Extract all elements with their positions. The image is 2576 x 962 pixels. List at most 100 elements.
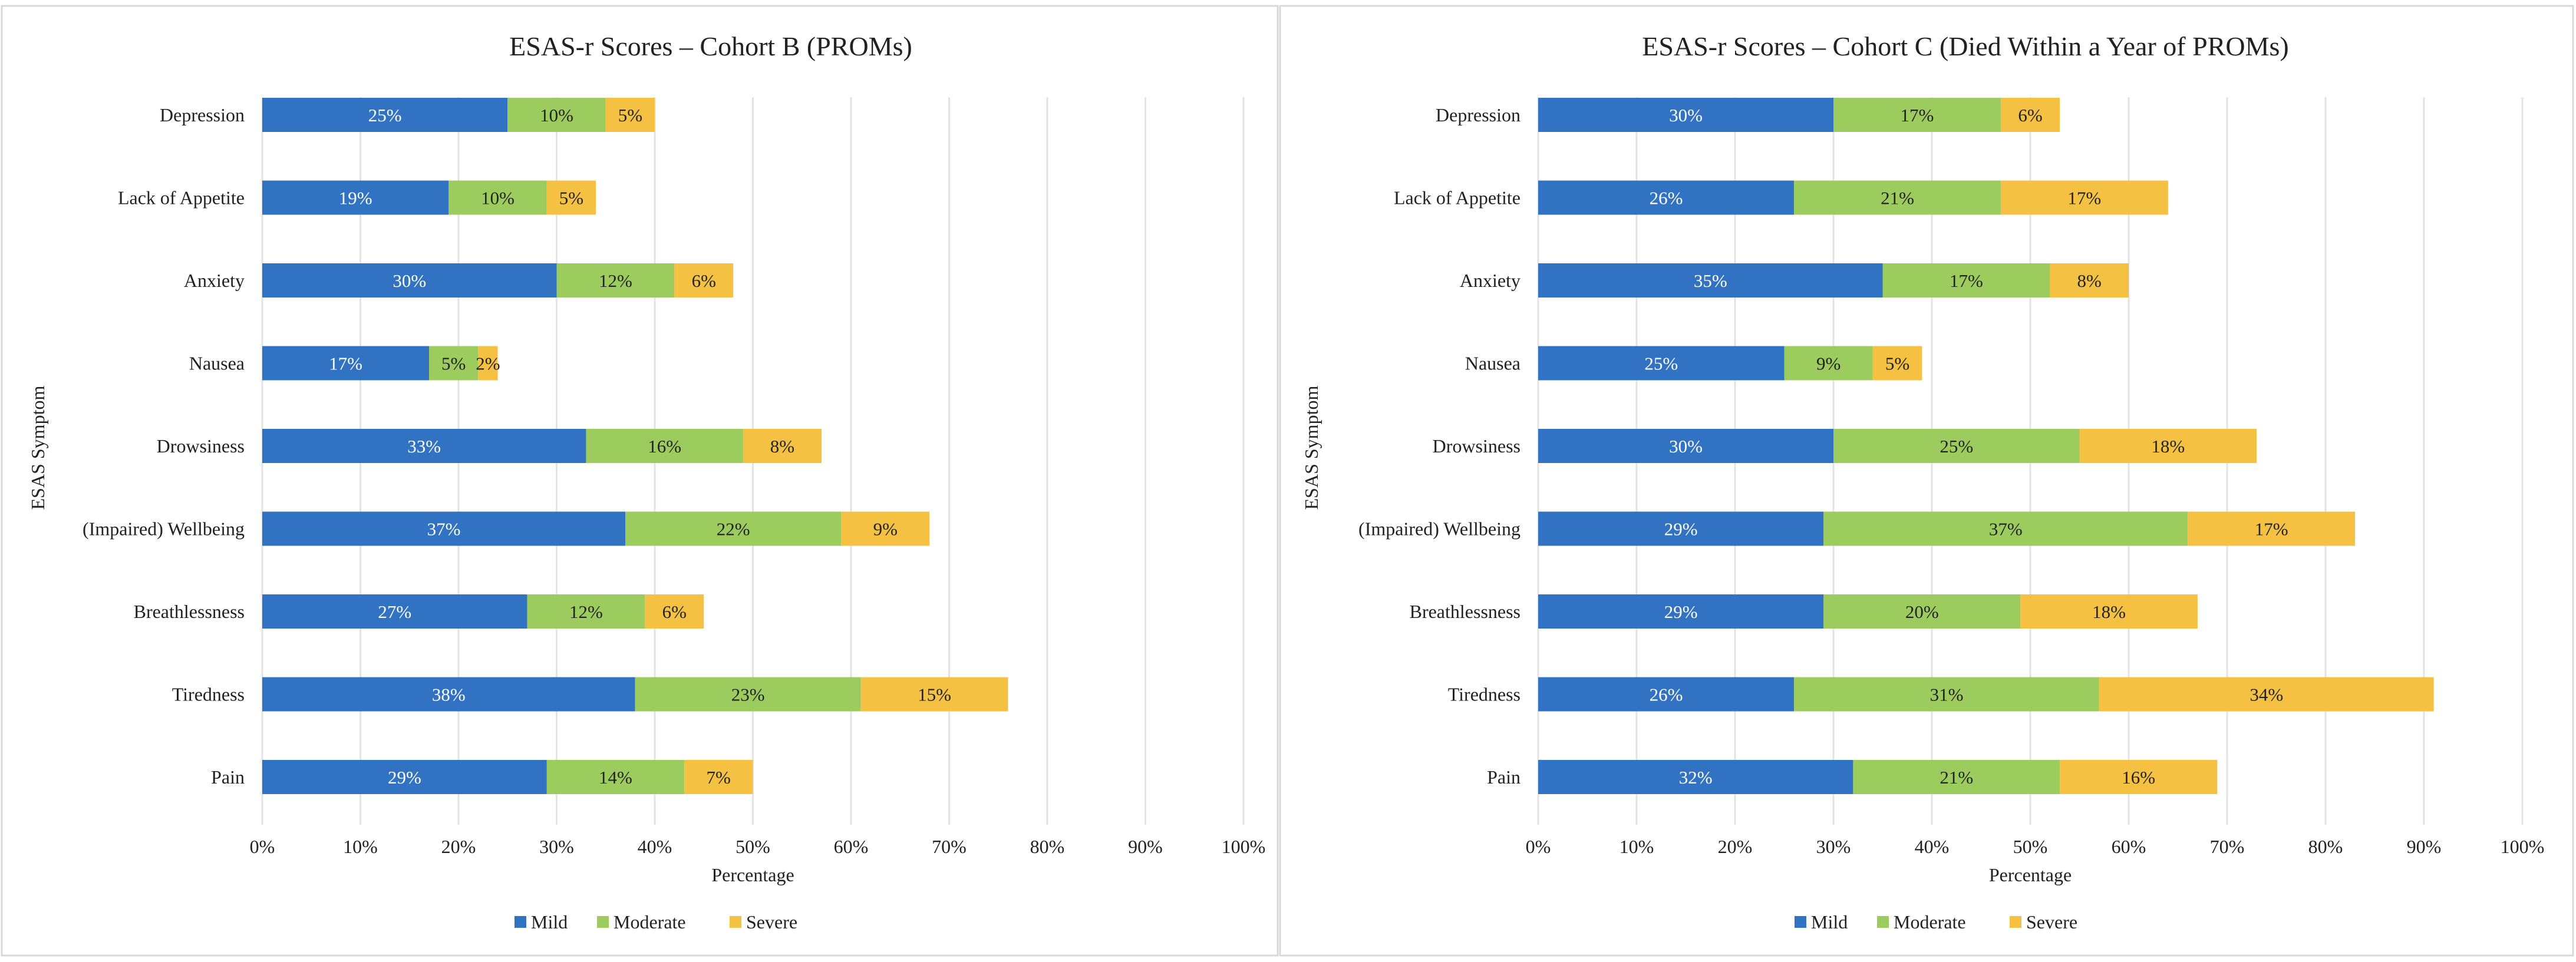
chart-title: ESAS-r Scores – Cohort C (Died Within a … [1642,31,2288,61]
bar-segment-moderate [448,180,547,215]
data-label: 38% [432,685,466,705]
bar-segment-moderate [1823,594,2021,629]
category-label: Pain [211,766,245,788]
bar-segment-moderate [1882,263,2050,297]
data-label: 2% [476,353,500,374]
data-label: 37% [427,519,461,540]
legend-swatch-moderate [1877,916,1889,928]
x-tick-label: 100% [2501,836,2545,857]
bar-segment-moderate [507,98,606,132]
bar-segment-moderate [1833,429,2080,463]
data-label: 12% [569,601,603,622]
category-label: (Impaired) Wellbeing [1358,518,1520,540]
bar-segment-severe [645,594,704,629]
x-tick-label: 70% [932,836,967,857]
data-label: 9% [873,519,898,540]
data-label: 6% [692,270,716,291]
bar-segment-mild [262,760,547,794]
data-label: 17% [1950,270,1983,291]
legend-label-mild: Mild [531,911,568,933]
bar-segment-mild [262,346,430,381]
data-label: 5% [441,353,466,374]
data-label: 34% [2250,685,2283,705]
bar-segment-mild [262,594,527,629]
data-label: 27% [378,601,411,622]
x-tick-label: 70% [2210,836,2245,857]
data-label: 19% [339,188,372,209]
data-label: 10% [481,188,514,209]
bar-segment-moderate [1853,760,2060,794]
data-label: 37% [1989,519,2023,540]
data-label: 26% [1650,685,1683,705]
bar-segment-severe [2188,511,2356,546]
x-tick-label: 90% [2407,836,2442,857]
data-label: 26% [1650,188,1683,209]
legend-label-moderate: Moderate [1894,911,1966,933]
bar-segment-mild [1538,429,1833,463]
bar-segment-severe [743,429,822,463]
category-label: Anxiety [1460,270,1520,291]
category-label: Anxiety [184,270,245,291]
category-label: Drowsiness [157,435,245,457]
data-label: 17% [329,353,362,374]
data-label: 16% [648,436,681,457]
bar-segment-moderate [1823,511,2188,546]
data-label: 20% [1905,601,1939,622]
category-label: Nausea [189,353,245,374]
bar-segment-moderate [1784,346,1873,381]
chart-panel-2: ESAS-r Scores – Cohort C (Died Within a … [1279,5,2574,957]
chart-frame [1,5,1279,957]
bar-segment-moderate [1794,180,2001,215]
bar-segment-severe [546,180,596,215]
category-label: Breathlessness [1410,601,1520,622]
bar-segment-mild [1538,263,1883,297]
data-label: 8% [2077,270,2102,291]
bar-segment-mild [1538,346,1785,381]
category-label: Tiredness [1448,684,1520,705]
data-label: 25% [368,105,402,125]
category-label: Pain [1487,766,1520,788]
bar-segment-mild [1538,98,1833,132]
data-label: 31% [1930,685,1964,705]
y-axis-label: ESAS Symptom [1301,386,1322,510]
data-label: 17% [2255,519,2288,540]
bar-segment-moderate [527,594,645,629]
bar-segment-mild [262,180,449,215]
category-label: Lack of Appetite [1394,187,1520,209]
legend-label-severe: Severe [2026,911,2077,933]
data-label: 29% [388,767,421,788]
data-label: 12% [599,270,632,291]
bar-segment-severe [2050,263,2129,297]
data-label: 6% [2018,105,2042,125]
data-label: 15% [918,685,951,705]
bar-segment-mild [262,677,635,712]
category-label: Breathlessness [134,601,245,622]
bar-segment-severe [2060,760,2218,794]
bar-segment-mild [262,263,557,297]
bar-segment-moderate [1833,98,2001,132]
x-tick-label: 0% [1526,836,1551,857]
bar-segment-severe [674,263,734,297]
data-label: 14% [599,767,632,788]
bar-segment-severe [684,760,753,794]
legend-label-severe: Severe [746,911,797,933]
data-label: 21% [1940,767,1973,788]
legend-swatch-mild [1795,916,1806,928]
x-tick-label: 40% [638,836,672,857]
bar-segment-mild [1538,180,1795,215]
category-label: (Impaired) Wellbeing [83,518,245,540]
legend-label-mild: Mild [1811,911,1848,933]
x-tick-label: 10% [1620,836,1654,857]
x-tick-label: 30% [1816,836,1851,857]
data-label: 16% [2122,767,2155,788]
data-label: 29% [1664,519,1698,540]
category-label: Depression [160,104,245,125]
bar-segment-moderate [586,429,743,463]
bar-segment-severe [478,346,498,381]
chart-title: ESAS-r Scores – Cohort B (PROMs) [509,31,912,61]
bar-segment-severe [2020,594,2198,629]
legend-label-moderate: Moderate [614,911,686,933]
x-tick-label: 50% [735,836,770,857]
x-tick-label: 80% [1030,836,1065,857]
